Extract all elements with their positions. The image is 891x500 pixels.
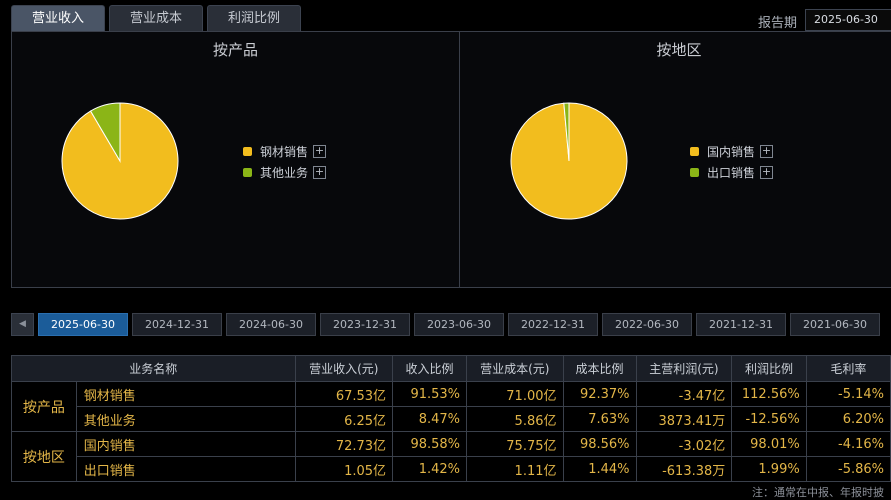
date-button[interactable]: 2025-06-30 xyxy=(38,313,128,336)
cell-cost: 5.86亿 xyxy=(466,406,564,432)
date-button[interactable]: 2022-06-30 xyxy=(602,313,692,336)
row-name: 出口销售 xyxy=(75,456,296,482)
cell-revenue: 1.05亿 xyxy=(294,456,394,482)
cell-revenue-ratio: 91.53% xyxy=(392,381,468,407)
expand-domestic-button[interactable]: + xyxy=(760,144,774,158)
cell-cost: 1.11亿 xyxy=(466,456,564,482)
header-profit-ratio[interactable]: 利润比例 xyxy=(731,355,807,382)
cell-revenue-ratio: 1.42% xyxy=(392,456,468,482)
period-select[interactable]: 2025-06-30 xyxy=(805,9,891,31)
table-row: 按地区 国内销售 72.73亿 98.58% 75.75亿 98.56% -3.… xyxy=(11,431,891,482)
cell-cost-ratio: 7.63% xyxy=(562,406,637,432)
legend-label-other: 其他业务 xyxy=(260,166,309,180)
date-button[interactable]: 2024-06-30 xyxy=(226,313,316,336)
legend-item-domestic-sales: 国内销售 + xyxy=(690,141,774,162)
cell-gross-margin: -5.14% xyxy=(805,381,891,407)
header-gross-margin[interactable]: 毛利率 xyxy=(805,355,891,382)
cell-cost-ratio: 98.56% xyxy=(562,431,637,457)
product-panel-title: 按产品 xyxy=(212,41,258,59)
header-profit[interactable]: 主营利润(元) xyxy=(635,355,733,382)
region-panel-title: 按地区 xyxy=(656,41,702,59)
pie-slice-出口销售[interactable] xyxy=(563,102,570,162)
legend-label-domestic: 国内销售 xyxy=(707,145,756,159)
header-revenue[interactable]: 营业收入(元) xyxy=(294,355,394,382)
legend-label-export: 出口销售 xyxy=(707,166,756,180)
table-row: 其他业务 6.25亿 8.47% 5.86亿 7.63% 3873.41万 -1… xyxy=(12,406,891,432)
product-pie-chart xyxy=(61,102,179,220)
cell-profit-ratio: -12.56% xyxy=(731,406,807,432)
period-label: 报告期 xyxy=(758,16,798,31)
group-label: 按产品 xyxy=(11,381,77,432)
legend-swatch-other xyxy=(243,168,252,177)
tab-bar: 营业收入 营业成本 利润比例 xyxy=(11,5,301,31)
footnote: 注：通常在中报、年报时披 xyxy=(752,486,884,499)
legend-swatch-domestic xyxy=(690,147,699,156)
date-button[interactable]: 2023-06-30 xyxy=(414,313,504,336)
legend-swatch-steel xyxy=(243,147,252,156)
header-cost-ratio[interactable]: 成本比例 xyxy=(562,355,637,382)
cell-revenue-ratio: 8.47% xyxy=(392,406,468,432)
region-panel: 按地区 国内销售 + 出口销售 + xyxy=(459,31,891,288)
table-row: 出口销售 1.05亿 1.42% 1.11亿 1.44% -613.38万 1.… xyxy=(12,456,891,482)
tab-cost[interactable]: 营业成本 xyxy=(109,5,203,31)
date-button[interactable]: 2021-06-30 xyxy=(790,313,880,336)
date-button[interactable]: 2022-12-31 xyxy=(508,313,598,336)
date-button[interactable]: 2024-12-31 xyxy=(132,313,222,336)
expand-export-button[interactable]: + xyxy=(760,165,774,179)
date-button[interactable]: 2021-12-31 xyxy=(696,313,786,336)
row-name: 钢材销售 xyxy=(75,381,296,407)
expand-steel-button[interactable]: + xyxy=(313,144,327,158)
scroll-left-button[interactable]: ◀ xyxy=(11,313,34,336)
header-revenue-ratio[interactable]: 收入比例 xyxy=(392,355,468,382)
legend-item-other-business: 其他业务 + xyxy=(243,162,327,183)
cell-gross-margin: -4.16% xyxy=(805,431,891,457)
group-label: 按地区 xyxy=(11,431,77,482)
cell-gross-margin: -5.86% xyxy=(805,456,891,482)
pie-slice-其他业务[interactable] xyxy=(89,102,121,163)
header-business-name[interactable]: 业务名称 xyxy=(11,355,296,382)
cell-revenue: 67.53亿 xyxy=(294,381,394,407)
cell-profit-ratio: 112.56% xyxy=(731,381,807,407)
cell-cost-ratio: 92.37% xyxy=(562,381,637,407)
date-button[interactable]: 2023-12-31 xyxy=(320,313,410,336)
cell-cost: 71.00亿 xyxy=(466,381,564,407)
tab-profit-ratio[interactable]: 利润比例 xyxy=(207,5,301,31)
region-pie-chart xyxy=(510,102,628,220)
legend-swatch-export xyxy=(690,168,699,177)
row-name: 国内销售 xyxy=(75,431,296,457)
cell-profit: -3.47亿 xyxy=(635,381,733,407)
cell-profit: -613.38万 xyxy=(635,456,733,482)
cell-cost-ratio: 1.44% xyxy=(562,456,637,482)
table-header-row: 业务名称 营业收入(元) 收入比例 营业成本(元) 成本比例 主营利润(元) 利… xyxy=(11,355,891,382)
date-bar: ◀ 2025-06-30 2024-12-31 2024-06-30 2023-… xyxy=(11,313,884,336)
legend-label-steel: 钢材销售 xyxy=(260,145,309,159)
header-cost[interactable]: 营业成本(元) xyxy=(466,355,564,382)
cell-profit: -3.02亿 xyxy=(635,431,733,457)
tab-revenue[interactable]: 营业收入 xyxy=(11,5,105,31)
region-legend: 国内销售 + 出口销售 + xyxy=(690,141,774,183)
row-name: 其他业务 xyxy=(75,406,296,432)
cell-profit: 3873.41万 xyxy=(635,406,733,432)
legend-item-steel-sales: 钢材销售 + xyxy=(243,141,327,162)
product-legend: 钢材销售 + 其他业务 + xyxy=(243,141,327,183)
table-row: 按产品 钢材销售 67.53亿 91.53% 71.00亿 92.37% -3.… xyxy=(11,381,891,432)
legend-item-export-sales: 出口销售 + xyxy=(690,162,774,183)
cell-cost: 75.75亿 xyxy=(466,431,564,457)
expand-other-button[interactable]: + xyxy=(313,165,327,179)
product-panel: 按产品 钢材销售 + 其他业务 + xyxy=(11,31,460,288)
cell-profit-ratio: 98.01% xyxy=(731,431,807,457)
cell-profit-ratio: 1.99% xyxy=(731,456,807,482)
business-table: 业务名称 营业收入(元) 收入比例 营业成本(元) 成本比例 主营利润(元) 利… xyxy=(11,355,891,482)
cell-revenue-ratio: 98.58% xyxy=(392,431,468,457)
cell-gross-margin: 6.20% xyxy=(805,406,891,432)
cell-revenue: 6.25亿 xyxy=(294,406,394,432)
cell-revenue: 72.73亿 xyxy=(294,431,394,457)
